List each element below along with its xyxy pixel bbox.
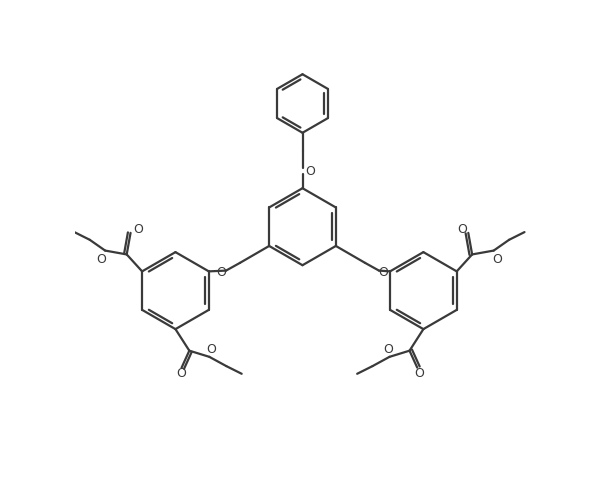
Text: O: O	[216, 266, 226, 279]
Text: O: O	[493, 253, 502, 266]
Text: O: O	[414, 367, 424, 380]
Text: O: O	[457, 223, 467, 236]
Text: O: O	[96, 253, 106, 266]
Text: O: O	[379, 266, 388, 279]
Text: O: O	[134, 223, 143, 236]
Text: O: O	[206, 343, 216, 356]
Text: O: O	[383, 343, 393, 356]
Text: O: O	[306, 165, 315, 178]
Text: O: O	[177, 367, 187, 380]
